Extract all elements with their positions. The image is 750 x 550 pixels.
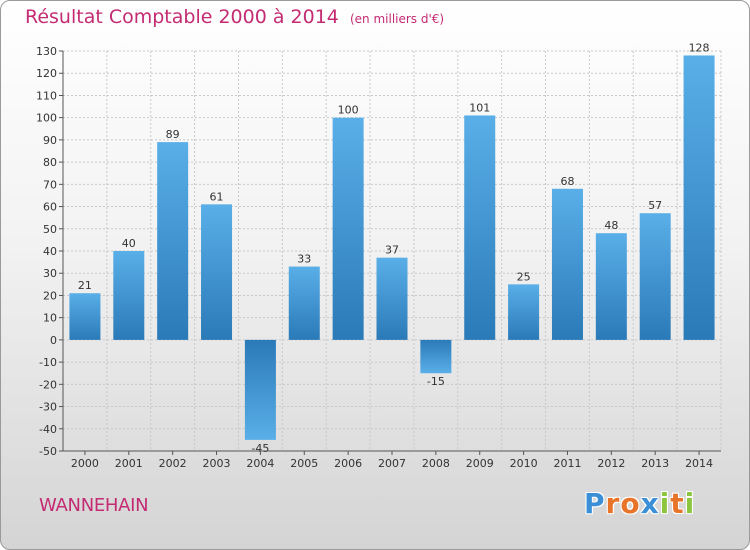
brand-letter: P xyxy=(584,487,606,520)
x-tick-label-2012: 2012 xyxy=(597,457,625,470)
data-label-2002: 89 xyxy=(166,128,180,141)
y-tick-label: 120 xyxy=(36,67,57,80)
brand-letter: x xyxy=(640,487,660,520)
y-tick-label: -30 xyxy=(39,401,57,414)
x-tick-label-2010: 2010 xyxy=(510,457,538,470)
chart-subtitle: (en milliers d'€) xyxy=(349,12,445,26)
bar-2001 xyxy=(113,251,145,340)
bar-2005 xyxy=(288,266,320,340)
bar-layer: 21 40 89 61 -45 33 100 37 -15 101 25 68 48 57 128 xyxy=(69,41,715,455)
bar-2008 xyxy=(420,339,452,374)
y-tick-label: -20 xyxy=(39,378,57,391)
y-tick-label: 10 xyxy=(43,312,57,325)
x-tick-label-2007: 2007 xyxy=(378,457,406,470)
y-tick-label: 0 xyxy=(50,334,57,347)
data-label-2000: 21 xyxy=(78,279,92,292)
bar-2007 xyxy=(376,257,408,340)
x-tick-label-2004: 2004 xyxy=(246,457,274,470)
chart-title: Résultat Comptable 2000 à 2014 xyxy=(25,6,339,28)
y-tick-label: 60 xyxy=(43,201,57,214)
brand-letter: i xyxy=(684,487,696,520)
y-tick-label: 130 xyxy=(36,45,57,58)
data-label-2014: 128 xyxy=(689,41,710,54)
data-label-2006: 100 xyxy=(338,104,359,117)
data-label-2010: 25 xyxy=(517,270,531,283)
bar-2010 xyxy=(508,284,540,340)
title-block: Résultat Comptable 2000 à 2014 (en milli… xyxy=(25,6,444,28)
x-tick-label-2009: 2009 xyxy=(466,457,494,470)
data-label-2005: 33 xyxy=(297,253,311,266)
y-tick-label: 90 xyxy=(43,134,57,147)
brand-letter: i xyxy=(659,487,671,520)
bar-2013 xyxy=(639,213,671,340)
y-tick-label: 80 xyxy=(43,156,57,169)
data-label-2003: 61 xyxy=(210,190,224,203)
x-tick-label-2005: 2005 xyxy=(290,457,318,470)
bar-2000 xyxy=(69,293,101,340)
y-tick-label: -50 xyxy=(39,445,57,458)
bar-2003 xyxy=(201,204,233,340)
data-label-2001: 40 xyxy=(122,237,136,250)
y-tick-label: 30 xyxy=(43,267,57,280)
y-tick-label: 20 xyxy=(43,289,57,302)
y-tick-label: -40 xyxy=(39,423,57,436)
y-tick-label: 110 xyxy=(36,89,57,102)
x-tick-label-2006: 2006 xyxy=(334,457,362,470)
data-label-2011: 68 xyxy=(560,175,574,188)
x-tick-label-2008: 2008 xyxy=(422,457,450,470)
data-label-2009: 101 xyxy=(469,101,490,114)
x-tick-label-2014: 2014 xyxy=(685,457,713,470)
y-tick-label: 50 xyxy=(43,223,57,236)
bar-2014 xyxy=(683,55,715,340)
axis-layer: -50 -40 -30 -20 -10 0 10 20 30 40 50 60 70 80 90 100 110… xyxy=(36,45,721,470)
bar-2002 xyxy=(157,142,189,340)
data-label-2007: 37 xyxy=(385,244,399,257)
bar-2006 xyxy=(332,117,364,340)
x-tick-label-2000: 2000 xyxy=(71,457,99,470)
bar-2004 xyxy=(244,339,276,440)
bar-2009 xyxy=(464,115,496,340)
data-label-2012: 48 xyxy=(604,219,618,232)
commune-name: WANNEHAIN xyxy=(39,495,149,516)
x-tick-label-2013: 2013 xyxy=(641,457,669,470)
data-label-2013: 57 xyxy=(648,199,662,212)
data-label-2004: -45 xyxy=(251,442,269,455)
x-tick-label-2002: 2002 xyxy=(159,457,187,470)
y-tick-label: 70 xyxy=(43,178,57,191)
brand-letter: t xyxy=(670,487,685,520)
data-label-2008: -15 xyxy=(427,375,445,388)
proxiti-logo: Proxiti xyxy=(584,487,695,520)
x-tick-label-2003: 2003 xyxy=(203,457,231,470)
bar-2011 xyxy=(551,188,583,340)
y-tick-label: 100 xyxy=(36,112,57,125)
brand-letter: r xyxy=(605,487,621,520)
y-tick-label: -10 xyxy=(39,356,57,369)
x-tick-label-2001: 2001 xyxy=(115,457,143,470)
y-tick-label: 40 xyxy=(43,245,57,258)
brand-letter: o xyxy=(620,487,641,520)
x-tick-label-2011: 2011 xyxy=(553,457,581,470)
bar-2012 xyxy=(595,233,627,340)
